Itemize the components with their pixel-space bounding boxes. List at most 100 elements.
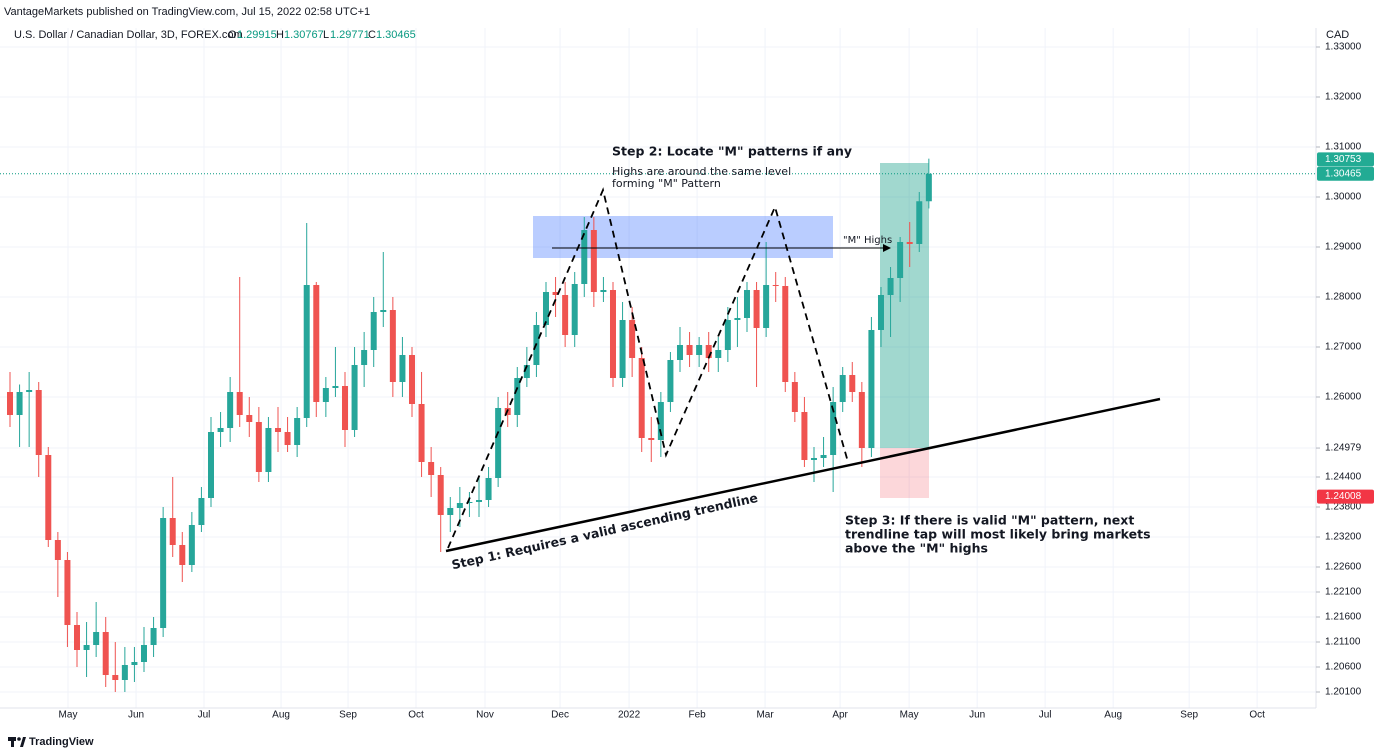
candle-body	[121, 665, 128, 680]
candle-body	[696, 345, 703, 355]
candle-body	[877, 295, 884, 330]
candle-body	[35, 390, 42, 455]
y-tick-label: 1.33000	[1325, 42, 1362, 53]
y-tick-label: 1.22100	[1325, 587, 1362, 598]
step3-label: above the "M" highs	[845, 541, 988, 556]
candle-body	[705, 345, 712, 358]
candle-body	[217, 428, 224, 432]
candle-body	[810, 458, 817, 460]
step2-note: Highs are around the same level	[612, 165, 791, 178]
candle-body	[322, 388, 329, 402]
symbol: U.S. Dollar / Canadian Dollar, 3D, FOREX…	[14, 29, 243, 41]
candle-body	[351, 365, 358, 430]
price-tag	[1317, 166, 1374, 181]
y-tick-label: 1.22600	[1325, 562, 1362, 573]
step3-label: Step 3: If there is valid "M" pattern, n…	[845, 513, 1134, 528]
x-tick-label: Jul	[1039, 710, 1052, 721]
candle-body	[552, 292, 559, 295]
candle-body	[112, 675, 119, 680]
candle-body	[839, 375, 846, 402]
step3-label: trendline tap will most likely bring mar…	[845, 527, 1151, 542]
x-tick-label: Apr	[832, 710, 848, 721]
x-tick-label: Mar	[756, 710, 774, 721]
candle-body	[93, 632, 100, 645]
x-tick-label: Nov	[476, 710, 494, 721]
candle-body	[925, 173, 932, 202]
candle-body	[26, 390, 33, 392]
y-tick-label: 1.23200	[1325, 532, 1362, 543]
candle-body	[313, 285, 320, 402]
candle-body	[54, 540, 61, 560]
candle-body	[466, 502, 473, 503]
candle-body	[667, 360, 674, 402]
candle-body	[341, 386, 348, 430]
x-tick-label: 2022	[618, 710, 641, 721]
y-tick-label: 1.21600	[1325, 612, 1362, 623]
x-tick-label: Jul	[198, 710, 211, 721]
publisher: VantageMarkets published on TradingView.…	[4, 6, 370, 18]
candle-body	[399, 355, 406, 382]
candle-body	[7, 392, 14, 415]
candle-body	[140, 645, 147, 662]
candle-body	[485, 478, 492, 500]
candle-body	[619, 320, 626, 378]
ohlc-value: 1.29915	[237, 29, 277, 41]
candle-body	[475, 500, 482, 502]
x-tick-label: Feb	[689, 710, 707, 721]
step2-note: forming "M" Pattern	[612, 177, 721, 190]
y-tick-label: 1.24979	[1325, 443, 1362, 454]
candle-body	[581, 230, 588, 284]
x-tick-label: Oct	[1249, 710, 1265, 721]
candle-body	[523, 365, 530, 378]
x-tick-label: Jun	[969, 710, 985, 721]
ohlc-label: C	[368, 29, 376, 41]
candle-body	[131, 662, 138, 665]
x-tick-label: Aug	[1104, 710, 1122, 721]
x-tick-label: Sep	[1180, 710, 1198, 721]
candle-body	[255, 422, 262, 472]
candle-body	[820, 455, 827, 458]
candle-body	[514, 378, 521, 415]
candle-body	[361, 350, 368, 365]
candle-body	[638, 358, 645, 438]
m-highs-zone	[533, 216, 833, 258]
candle-body	[246, 415, 253, 422]
candle-body	[179, 545, 186, 565]
x-tick-label: Aug	[272, 710, 290, 721]
candle-body	[849, 375, 856, 392]
candle-body	[332, 386, 339, 388]
candle-body	[188, 525, 195, 565]
candle-body	[542, 292, 549, 325]
candle-body	[562, 295, 569, 335]
candle-body	[590, 230, 597, 292]
candle-body	[676, 345, 683, 360]
candle-body	[782, 286, 789, 382]
y-tick-label: 1.26000	[1325, 392, 1362, 403]
candle-body	[609, 290, 616, 378]
candle-body	[801, 412, 808, 460]
candle-body	[83, 645, 90, 650]
candle-body	[887, 278, 894, 295]
ohlc-label: L	[323, 29, 329, 41]
ohlc-value: 1.30465	[376, 29, 416, 41]
candle-body	[236, 392, 243, 415]
candle-body	[160, 518, 167, 628]
candle-body	[906, 242, 913, 244]
x-tick-label: Dec	[551, 710, 569, 721]
candle-body	[791, 382, 798, 412]
candle-body	[437, 475, 444, 515]
y-tick-label: 1.30000	[1325, 192, 1362, 203]
candle-body	[715, 350, 722, 358]
candle-body	[74, 625, 81, 650]
y-tick-label: 1.27000	[1325, 342, 1362, 353]
y-tick-label: 1.23800	[1325, 502, 1362, 513]
candle-body	[858, 392, 865, 448]
step2-title: Step 2: Locate "M" patterns if any	[612, 144, 852, 159]
trendline	[445, 397, 1161, 553]
grid	[0, 28, 1316, 708]
candle-body	[629, 320, 636, 358]
ohlc-value: 1.30767	[284, 29, 324, 41]
candle-body	[274, 428, 281, 432]
candle-body	[897, 242, 904, 278]
x-tick-label: May	[59, 710, 78, 721]
